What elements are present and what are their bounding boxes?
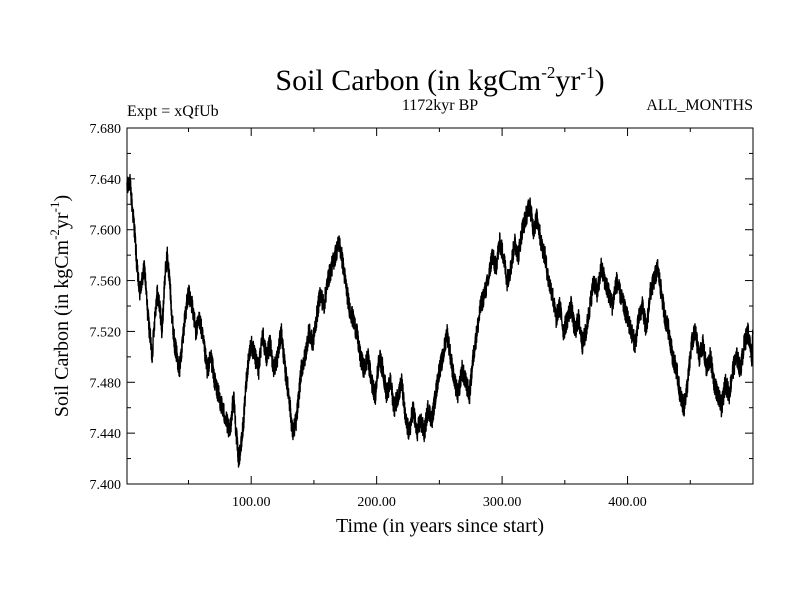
chart-title: Soil Carbon (in kgCm-2yr-1) [275,63,604,97]
y-tick-label: 7.400 [90,478,122,493]
time-period-label: 1172kyr BP [402,97,478,114]
y-tick-label: 7.440 [90,427,122,442]
y-tick-label: 7.680 [90,122,122,137]
y-tick-label: 7.600 [90,224,122,239]
y-tick-label: 7.480 [90,376,122,391]
plot-frame [126,127,754,485]
experiment-label: Expt = xQfUb [127,103,219,120]
x-tick-label: 200.00 [357,495,396,510]
x-tick-label: 100.00 [232,495,271,510]
y-tick-label: 7.560 [90,275,122,290]
y-axis: 7.400 7.440 7.480 7.520 7.560 7.600 7.640 7.680 [90,122,753,493]
x-tick-label: 300.00 [483,495,522,510]
series-line [126,173,754,468]
x-axis-label: Time (in years since start) [336,515,544,537]
y-tick-label: 7.640 [90,173,122,188]
x-axis: 100.00 200.00 300.00 400.00 [187,128,691,510]
x-tick-label: 400.00 [608,495,647,510]
months-label: ALL_MONTHS [646,97,753,114]
y-tick-label: 7.520 [90,325,122,340]
plot-area [126,173,754,468]
y-axis-label: Soil Carbon (in kgCm-2yr-1) [47,195,73,417]
